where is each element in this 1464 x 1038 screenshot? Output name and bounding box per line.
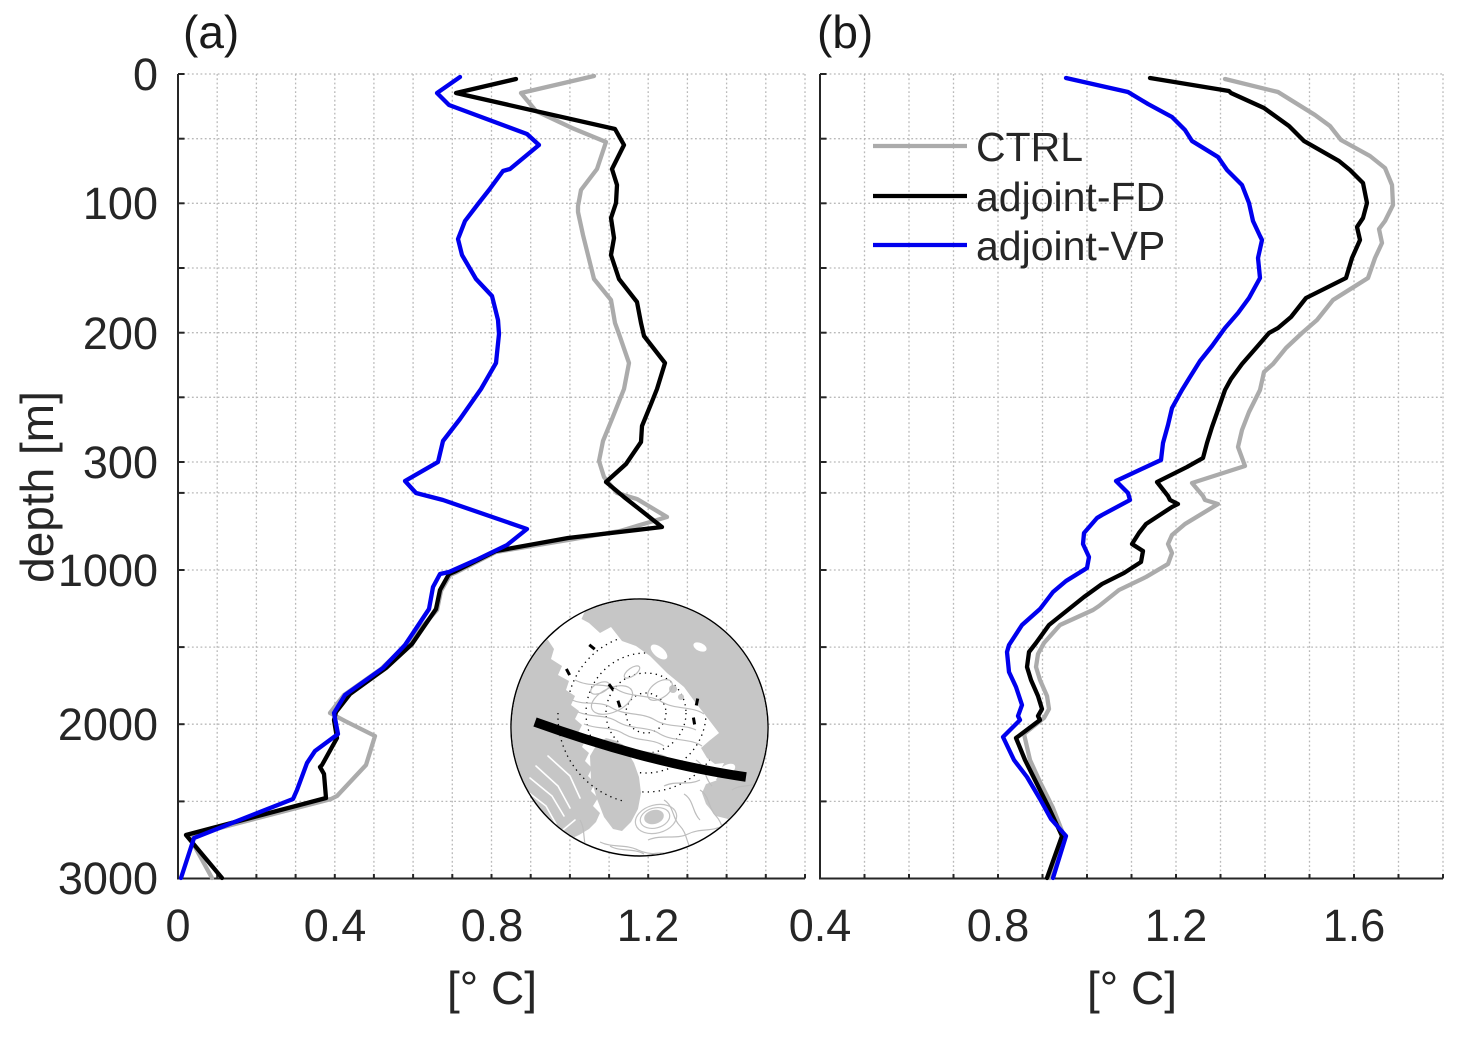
svg-text:(a): (a) xyxy=(183,6,239,58)
svg-text:1.6: 1.6 xyxy=(1323,900,1386,951)
svg-text:[° C]: [° C] xyxy=(1087,962,1177,1014)
svg-text:CTRL: CTRL xyxy=(976,124,1083,170)
svg-text:300: 300 xyxy=(83,437,158,488)
svg-text:adjoint-FD: adjoint-FD xyxy=(976,174,1165,220)
svg-text:adjoint-VP: adjoint-VP xyxy=(976,223,1165,269)
svg-text:1.2: 1.2 xyxy=(617,900,680,951)
svg-text:0: 0 xyxy=(165,900,190,951)
svg-text:0.8: 0.8 xyxy=(967,900,1030,951)
svg-text:0.8: 0.8 xyxy=(461,900,524,951)
svg-text:100: 100 xyxy=(83,178,158,229)
svg-text:1000: 1000 xyxy=(58,545,158,596)
svg-text:200: 200 xyxy=(83,308,158,359)
svg-text:(b): (b) xyxy=(817,6,873,58)
svg-text:3000: 3000 xyxy=(58,853,158,904)
svg-text:[° C]: [° C] xyxy=(447,962,537,1014)
svg-text:depth [m]: depth [m] xyxy=(11,391,63,583)
svg-text:1.2: 1.2 xyxy=(1145,900,1208,951)
svg-text:2000: 2000 xyxy=(58,699,158,750)
svg-text:0: 0 xyxy=(133,49,158,100)
svg-text:0.4: 0.4 xyxy=(304,900,367,951)
svg-text:0.4: 0.4 xyxy=(789,900,852,951)
